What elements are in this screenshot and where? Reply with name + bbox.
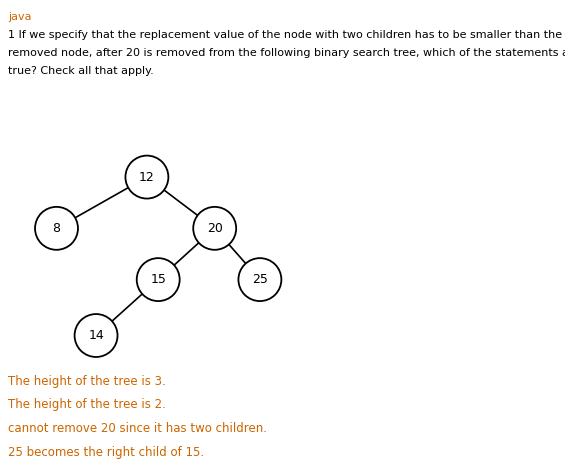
Ellipse shape: [238, 258, 281, 301]
Ellipse shape: [35, 207, 78, 250]
Text: removed node, after 20 is removed from the following binary search tree, which o: removed node, after 20 is removed from t…: [8, 48, 565, 58]
Text: 25: 25: [252, 273, 268, 286]
Text: 1 If we specify that the replacement value of the node with two children has to : 1 If we specify that the replacement val…: [8, 30, 563, 40]
Text: The height of the tree is 2.: The height of the tree is 2.: [8, 398, 166, 411]
Text: 8: 8: [53, 222, 60, 235]
Text: 12: 12: [139, 171, 155, 184]
Ellipse shape: [125, 156, 168, 199]
Text: cannot remove 20 since it has two children.: cannot remove 20 since it has two childr…: [8, 422, 267, 435]
Ellipse shape: [137, 258, 180, 301]
Text: 14: 14: [88, 329, 104, 342]
Ellipse shape: [75, 314, 118, 357]
Ellipse shape: [193, 207, 236, 250]
Text: true? Check all that apply.: true? Check all that apply.: [8, 66, 154, 75]
Text: The height of the tree is 3.: The height of the tree is 3.: [8, 375, 166, 388]
Text: 25 becomes the right child of 15.: 25 becomes the right child of 15.: [8, 446, 205, 459]
Text: 15: 15: [150, 273, 166, 286]
Text: java: java: [8, 12, 32, 21]
Text: 20: 20: [207, 222, 223, 235]
